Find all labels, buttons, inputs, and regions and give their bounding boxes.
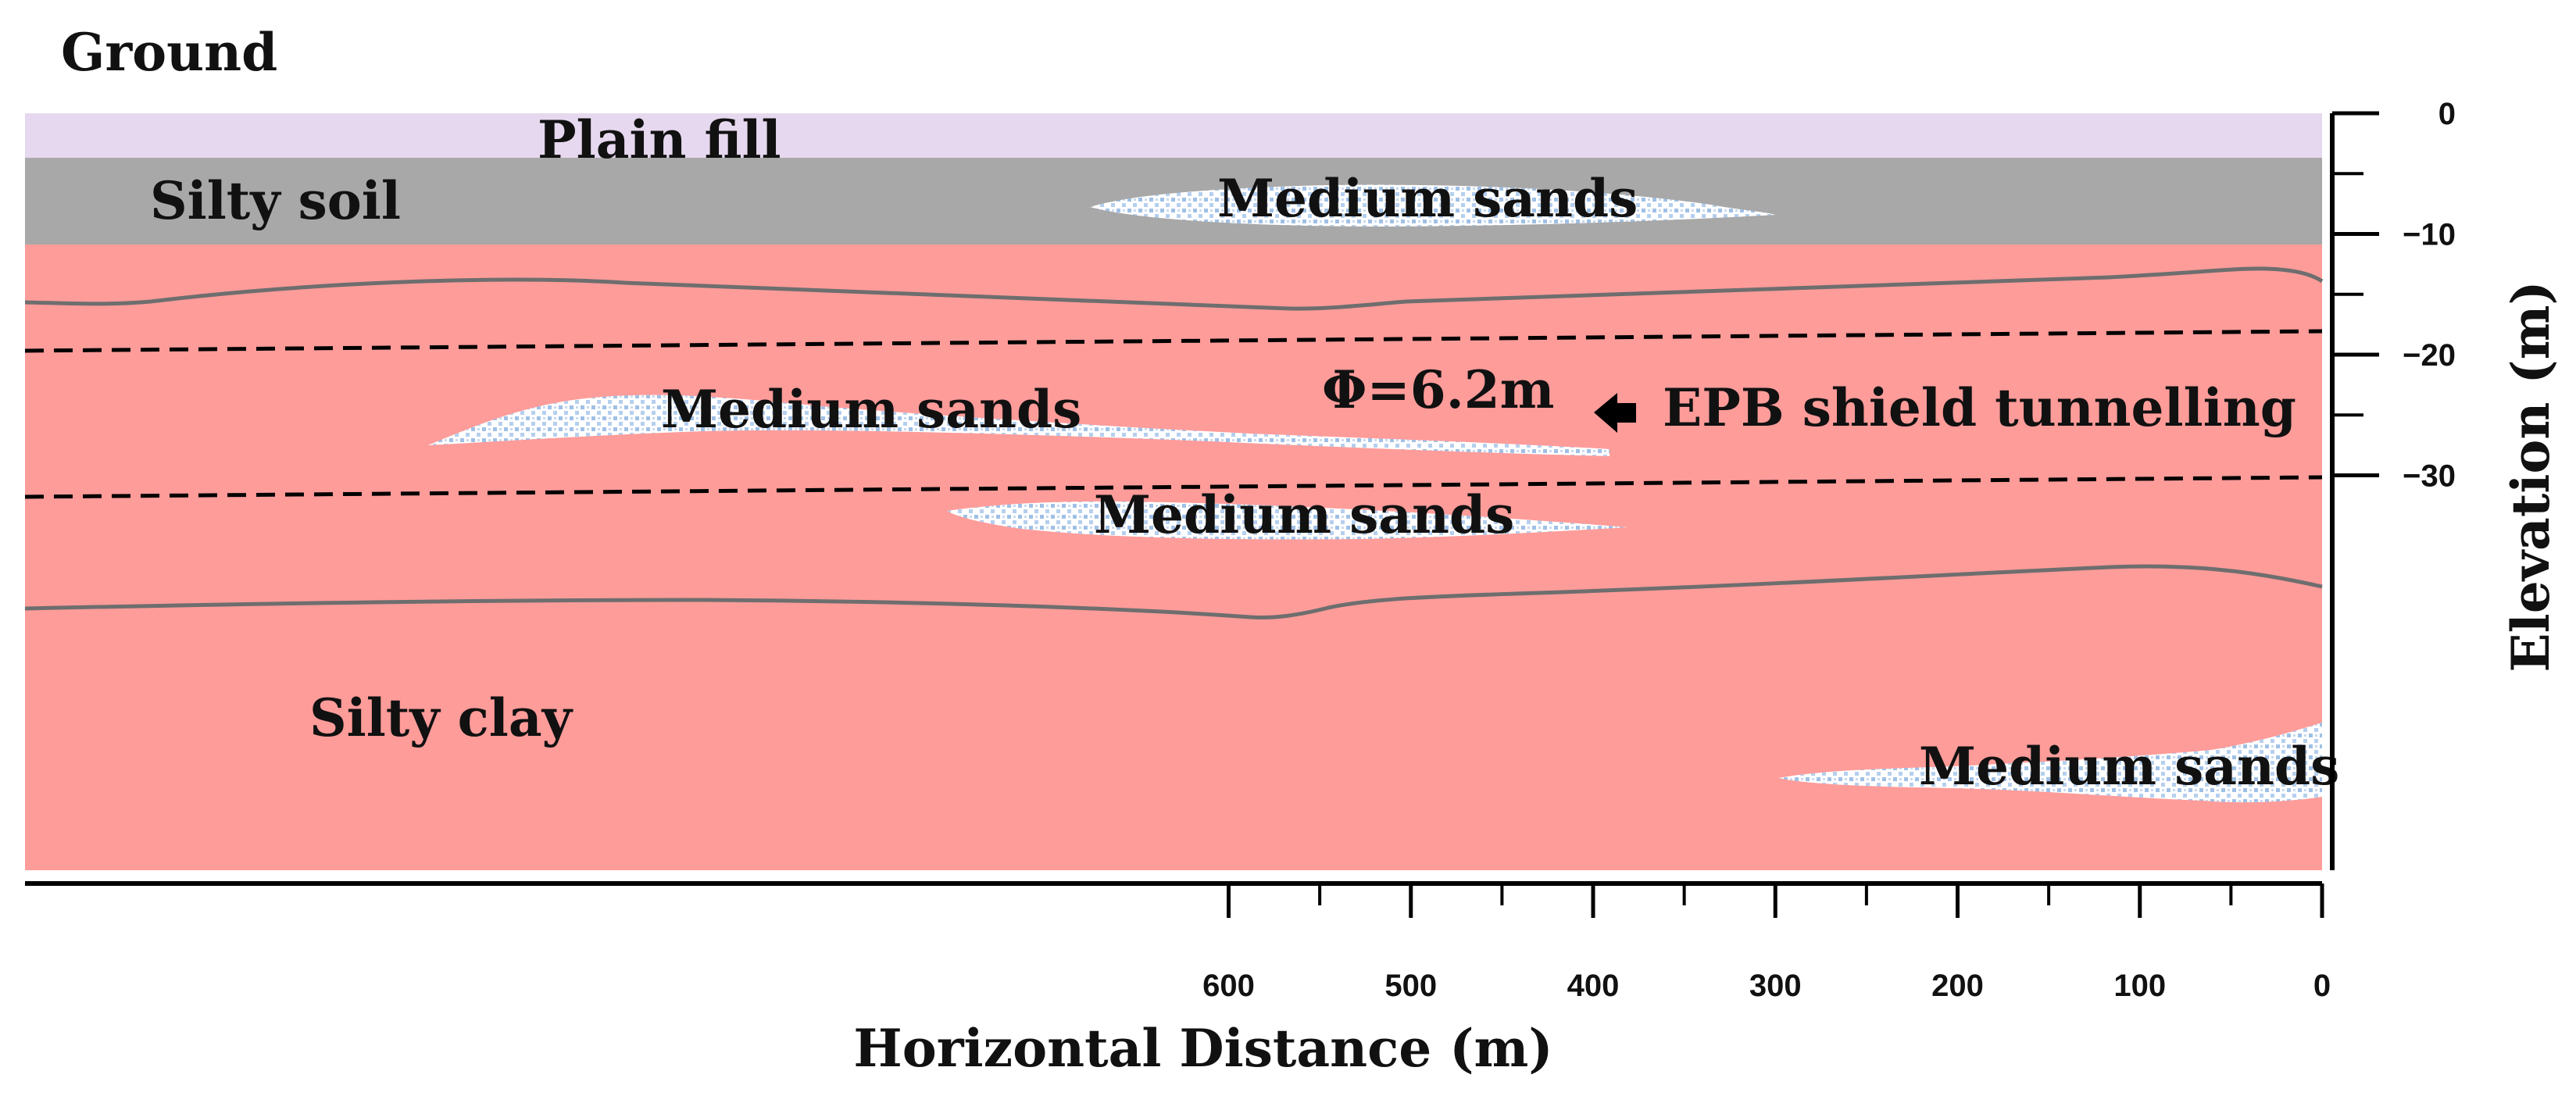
silty-clay-label: Silty clay <box>309 687 573 748</box>
y-axis-ticks: 0 −10 −20 −30 <box>2332 97 2456 494</box>
lower-stratum-boundary <box>24 564 2323 619</box>
plain-fill-layer <box>25 113 2322 158</box>
tunnel-method-label: EPB shield tunnelling <box>1663 377 2296 438</box>
x-axis-title: Horizontal Distance (m) <box>853 1018 1552 1079</box>
y-tick-label: −20 <box>2403 338 2456 373</box>
x-tick-label: 600 <box>1202 969 1255 1003</box>
ground-label: Ground <box>61 22 277 83</box>
plain-fill-label: Plain fill <box>538 109 781 170</box>
sand-lens-label-1: Medium sands <box>1217 168 1638 229</box>
x-tick-label: 400 <box>1567 969 1620 1003</box>
x-tick-label: 300 <box>1749 969 1802 1003</box>
sand-lens-silty-soil <box>1090 184 1775 227</box>
x-tick-label: 100 <box>2113 969 2166 1003</box>
silty-soil-label: Silty soil <box>150 170 401 231</box>
sand-lens-below-tunnel <box>947 501 1627 540</box>
y-tick-label: 0 <box>2438 97 2456 131</box>
tunnel-invert-line <box>24 475 2323 499</box>
sand-lens-tunnel <box>428 394 1610 456</box>
tunnel-diameter-label: Φ=6.2m <box>1322 359 1554 420</box>
y-tick-label: −10 <box>2403 218 2456 252</box>
tunnelling-direction-arrow <box>1594 393 1636 433</box>
sand-lens-label-4: Medium sands <box>1919 736 2339 797</box>
tunnel-crown-line <box>24 329 2323 353</box>
x-tick-label: 200 <box>1931 969 1984 1003</box>
x-tick-label: 500 <box>1384 969 1437 1003</box>
x-tick-label: 0 <box>2313 969 2331 1003</box>
sand-lens-label-2: Medium sands <box>661 379 1081 440</box>
sand-lens-label-3: Medium sands <box>1094 484 1514 545</box>
y-axis-title: Elevation (m) <box>2500 280 2561 672</box>
upper-stratum-boundary <box>24 266 2324 311</box>
y-tick-label: −30 <box>2403 459 2456 494</box>
sand-lens-silty-clay <box>1778 723 2322 803</box>
x-axis-ticks: 600 500 400 300 200 100 0 <box>1202 883 2331 1003</box>
